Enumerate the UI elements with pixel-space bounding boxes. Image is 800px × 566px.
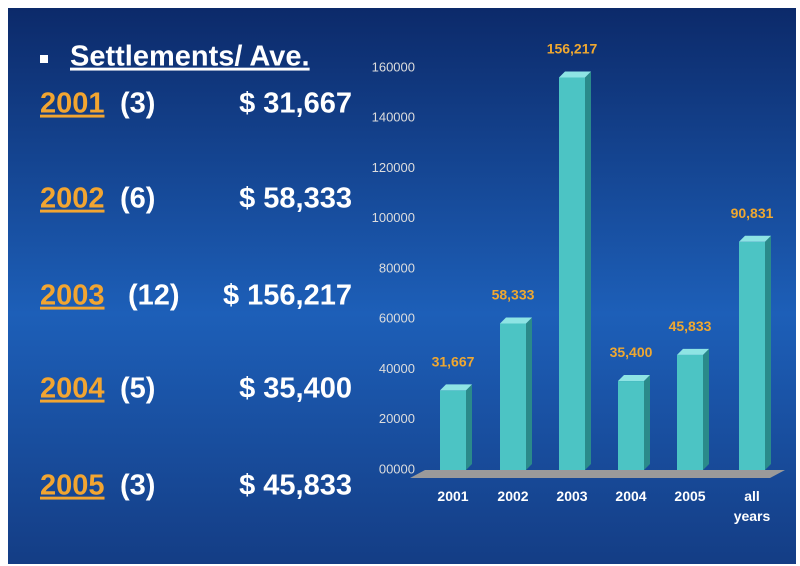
year: 2005 bbox=[40, 470, 105, 502]
year: 2002 bbox=[40, 183, 105, 215]
bar-top bbox=[440, 384, 472, 391]
amount: $ 156,217 bbox=[223, 280, 352, 312]
bar-top bbox=[677, 348, 709, 355]
list-title: Settlements/ Ave. bbox=[70, 41, 310, 73]
year: 2003 bbox=[40, 280, 105, 312]
value-label: 45,833 bbox=[669, 318, 712, 334]
count: (12) bbox=[128, 280, 180, 312]
floor bbox=[410, 470, 785, 478]
x-tick-label: all years bbox=[733, 488, 771, 524]
bar-side bbox=[526, 317, 532, 470]
bar-top bbox=[500, 317, 532, 324]
value-label: 156,217 bbox=[547, 41, 598, 57]
count: (3) bbox=[120, 470, 155, 502]
year: 2004 bbox=[40, 373, 105, 405]
y-tick-label: 80000 bbox=[379, 260, 415, 275]
bar bbox=[500, 323, 526, 470]
y-tick-label: 00000 bbox=[379, 461, 415, 476]
bar bbox=[559, 77, 585, 470]
amount: $ 35,400 bbox=[239, 373, 352, 405]
bar-side bbox=[585, 71, 591, 470]
y-tick-label: 160000 bbox=[372, 59, 415, 74]
y-tick-label: 120000 bbox=[372, 160, 415, 175]
amount: $ 31,667 bbox=[239, 88, 352, 120]
y-tick-label: 140000 bbox=[372, 110, 415, 125]
x-tick-label: 2004 bbox=[615, 488, 647, 504]
amount: $ 58,333 bbox=[239, 183, 352, 215]
count: (5) bbox=[120, 373, 155, 405]
bar-side bbox=[644, 375, 650, 470]
bar-top bbox=[739, 235, 771, 242]
year: 2001 bbox=[40, 88, 105, 120]
value-label: 58,333 bbox=[492, 286, 535, 302]
y-tick-label: 40000 bbox=[379, 361, 415, 376]
y-tick-label: 60000 bbox=[379, 311, 415, 326]
bar bbox=[440, 390, 466, 470]
bar-side bbox=[703, 348, 709, 470]
bar-top bbox=[618, 375, 650, 382]
x-tick-label: 2002 bbox=[497, 488, 529, 504]
bar bbox=[739, 241, 765, 470]
amount: $ 45,833 bbox=[239, 470, 352, 502]
bar bbox=[618, 381, 644, 470]
x-tick-label: 2005 bbox=[674, 488, 706, 504]
x-tick-label: 2003 bbox=[556, 488, 588, 504]
count: (6) bbox=[120, 183, 155, 215]
y-tick-label: 100000 bbox=[372, 210, 415, 225]
x-tick-label: 2001 bbox=[437, 488, 469, 504]
value-label: 35,400 bbox=[610, 344, 653, 360]
y-tick-label: 20000 bbox=[379, 411, 415, 426]
bar-side bbox=[765, 235, 771, 470]
bar-side bbox=[466, 384, 472, 470]
bullet bbox=[40, 55, 48, 63]
count: (3) bbox=[120, 88, 155, 120]
bar-top bbox=[559, 71, 591, 78]
value-label: 90,831 bbox=[731, 205, 774, 221]
bar bbox=[677, 354, 703, 470]
value-label: 31,667 bbox=[432, 353, 475, 369]
